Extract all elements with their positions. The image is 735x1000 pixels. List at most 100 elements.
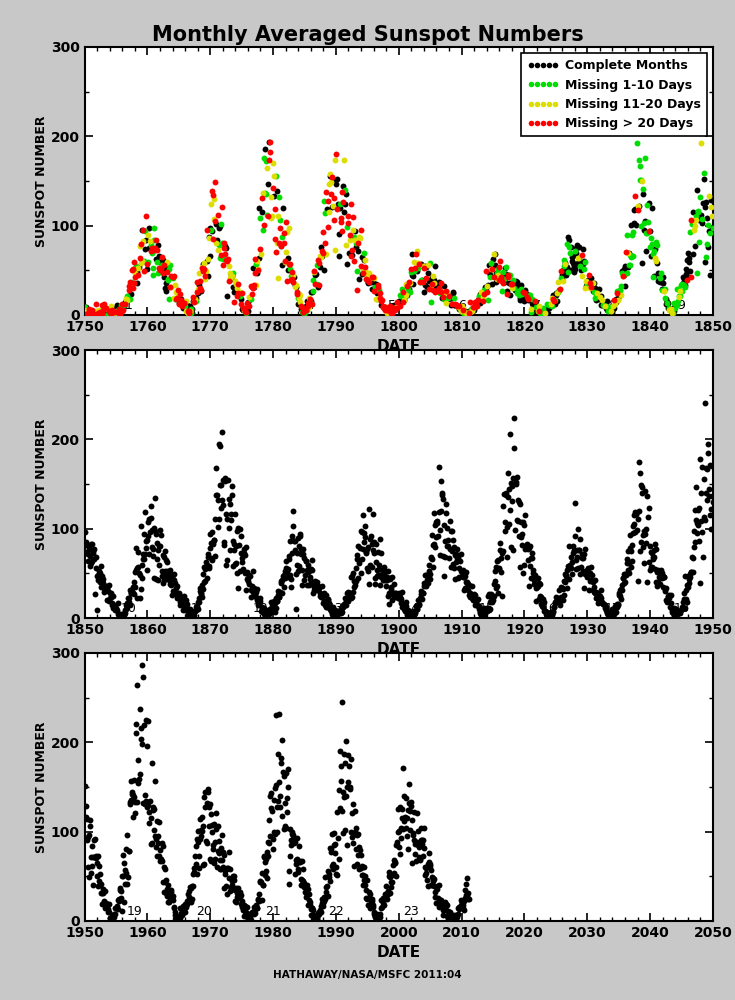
Point <box>265 785 277 801</box>
Point <box>246 904 258 920</box>
Point <box>167 888 179 904</box>
Point <box>604 299 616 315</box>
Point <box>443 550 455 566</box>
Point <box>202 784 214 800</box>
Point <box>204 220 215 236</box>
Point <box>284 821 295 837</box>
Point <box>96 885 108 901</box>
Point <box>468 592 480 608</box>
Point <box>86 305 98 321</box>
Point <box>218 537 230 553</box>
Point <box>262 844 273 860</box>
Point <box>327 608 339 624</box>
Point <box>327 599 339 615</box>
Point <box>696 459 708 475</box>
Point <box>571 256 583 272</box>
Point <box>193 594 204 610</box>
Point <box>229 882 240 898</box>
Point <box>90 850 102 866</box>
Point <box>647 551 659 567</box>
Point <box>270 244 282 260</box>
Point <box>352 235 364 251</box>
Point <box>124 796 136 812</box>
Point <box>105 911 117 927</box>
Point <box>383 302 395 318</box>
Point <box>384 596 395 612</box>
Point <box>392 590 404 606</box>
Point <box>304 563 315 579</box>
Point <box>589 292 601 308</box>
Point <box>81 832 93 848</box>
Point <box>279 254 291 270</box>
Point <box>576 550 588 566</box>
Point <box>174 594 186 610</box>
Point <box>308 909 320 925</box>
Point <box>559 252 570 268</box>
Point <box>269 231 281 247</box>
Point <box>654 569 666 585</box>
Point <box>695 451 706 467</box>
Point <box>282 761 294 777</box>
Point <box>332 830 344 846</box>
Point <box>639 222 650 238</box>
Point <box>365 894 377 910</box>
Point <box>368 270 380 286</box>
Point <box>584 582 595 598</box>
Point <box>508 410 520 426</box>
Point <box>90 296 102 312</box>
Point <box>251 900 262 916</box>
Point <box>517 514 528 530</box>
Point <box>466 590 478 606</box>
Point <box>273 583 284 599</box>
Point <box>368 904 379 920</box>
Point <box>125 286 137 302</box>
Point <box>240 906 251 922</box>
Point <box>257 877 269 893</box>
Point <box>209 213 220 229</box>
Point <box>119 862 131 878</box>
Point <box>262 834 273 850</box>
Point <box>442 897 453 913</box>
Point <box>419 567 431 583</box>
Point <box>373 557 385 573</box>
Point <box>499 523 511 539</box>
Point <box>688 213 700 229</box>
Point <box>347 584 359 600</box>
Point <box>470 297 481 313</box>
Point <box>533 298 545 314</box>
Point <box>158 884 170 900</box>
Point <box>451 909 463 925</box>
Point <box>193 860 205 876</box>
Point <box>423 854 434 870</box>
Point <box>158 572 170 588</box>
Point <box>258 606 270 622</box>
Point <box>540 303 552 319</box>
Point <box>703 223 714 239</box>
Point <box>544 606 556 622</box>
Point <box>542 296 553 312</box>
Point <box>321 599 333 615</box>
Point <box>326 603 338 619</box>
Point <box>94 306 106 322</box>
Point <box>642 195 654 211</box>
Point <box>415 851 426 867</box>
Point <box>416 591 428 607</box>
Point <box>232 889 243 905</box>
Point <box>662 300 674 316</box>
Point <box>548 293 560 309</box>
Point <box>499 274 511 290</box>
Point <box>86 536 98 552</box>
Point <box>384 570 395 586</box>
Point <box>293 290 304 306</box>
Point <box>485 586 497 602</box>
Point <box>484 269 496 285</box>
Point <box>493 560 505 576</box>
Point <box>283 863 295 879</box>
Point <box>454 553 466 569</box>
Point <box>592 588 603 604</box>
Point <box>380 878 392 894</box>
Point <box>79 299 91 315</box>
Point <box>344 781 356 797</box>
Point <box>250 584 262 600</box>
Point <box>312 255 324 271</box>
